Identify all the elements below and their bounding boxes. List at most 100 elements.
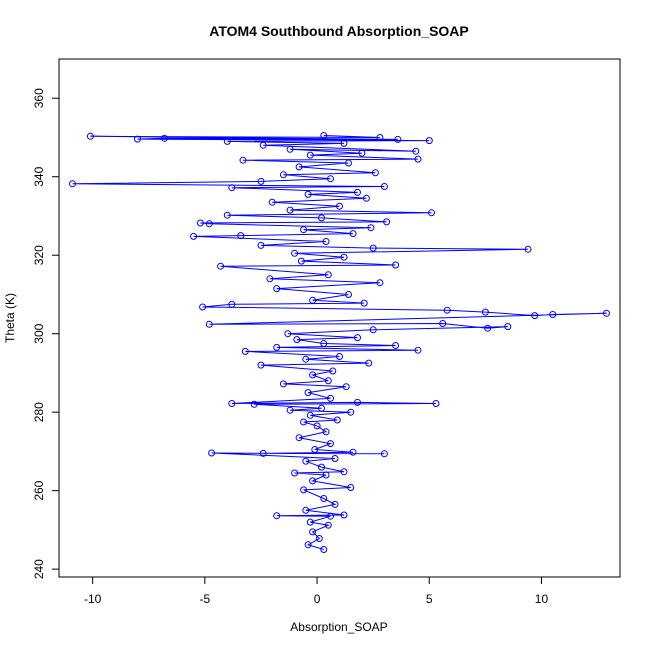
data-point	[349, 448, 357, 456]
data-point	[309, 528, 317, 536]
data-point	[380, 450, 388, 458]
y-tick-label: 360	[32, 88, 46, 108]
data-point	[365, 359, 373, 367]
series-layer	[69, 132, 610, 553]
data-point	[309, 477, 317, 485]
data-point	[524, 245, 532, 253]
data-point	[217, 262, 225, 270]
data-point	[342, 383, 350, 391]
data-point	[306, 411, 314, 419]
data-point	[320, 340, 328, 347]
data-point	[324, 271, 332, 279]
y-axis-label: Theta (K)	[3, 293, 17, 343]
data-point	[376, 134, 384, 141]
data-point	[318, 214, 325, 222]
data-point	[414, 155, 422, 163]
data-point	[354, 398, 361, 406]
data-point	[208, 449, 216, 457]
data-point	[300, 226, 308, 234]
data-point	[199, 303, 207, 311]
data-point	[549, 311, 557, 318]
data-point	[241, 347, 249, 355]
data-point	[86, 132, 94, 140]
data-point	[324, 377, 332, 385]
data-point	[196, 219, 204, 227]
y-tick-label: 240	[32, 559, 46, 579]
data-point	[322, 428, 330, 436]
data-point	[347, 484, 355, 491]
data-point	[345, 159, 352, 167]
data-point	[327, 512, 334, 520]
x-tick-label: -5	[200, 592, 211, 606]
data-point	[309, 371, 317, 379]
data-point	[309, 296, 317, 304]
y-tick-label: 340	[32, 166, 46, 186]
data-point	[324, 521, 332, 529]
chart-title: ATOM4 Southbound Absorption_SOAP	[209, 23, 469, 39]
data-point	[345, 291, 352, 298]
data-point	[340, 253, 348, 261]
x-tick-label: 5	[426, 592, 433, 606]
data-point	[190, 232, 198, 240]
data-point	[531, 312, 539, 320]
data-point	[205, 320, 213, 328]
data-point	[284, 330, 292, 338]
data-point	[311, 446, 319, 453]
x-axis: -10 -5 0 5 10	[84, 576, 549, 606]
x-axis-label: Absorption_SOAP	[290, 620, 387, 634]
data-point	[161, 134, 168, 142]
data-point	[392, 261, 400, 269]
data-point	[383, 218, 391, 226]
data-point	[412, 147, 420, 155]
data-point	[322, 471, 330, 479]
data-point	[414, 346, 422, 354]
data-point	[237, 232, 245, 240]
data-point	[327, 175, 334, 183]
data-point	[315, 535, 323, 542]
data-point	[291, 469, 299, 477]
data-point	[69, 180, 76, 188]
data-point	[425, 137, 433, 145]
data-point	[257, 177, 265, 185]
data-point	[228, 300, 236, 308]
y-tick-label: 260	[32, 480, 46, 500]
y-tick-label: 320	[32, 245, 46, 265]
data-point	[228, 184, 236, 192]
data-point	[331, 455, 339, 462]
data-point	[394, 135, 402, 143]
data-point	[295, 163, 303, 171]
data-point	[392, 342, 400, 349]
data-point	[223, 137, 231, 145]
data-point	[336, 202, 343, 210]
data-point	[293, 336, 301, 344]
data-point	[300, 486, 308, 494]
data-point	[320, 546, 328, 553]
data-point	[297, 257, 305, 265]
y-axis: 240 260 280 300 320 340 360	[32, 88, 60, 579]
data-point	[257, 241, 265, 249]
data-point	[304, 190, 312, 198]
x-tick-label: 10	[535, 592, 549, 606]
data-point	[371, 169, 379, 177]
data-point	[329, 367, 337, 375]
data-point	[286, 145, 294, 153]
data-point	[223, 211, 231, 219]
data-point	[250, 400, 258, 408]
x-tick-label: -10	[84, 592, 102, 606]
data-point	[228, 400, 236, 407]
data-point	[354, 334, 361, 342]
data-point	[286, 406, 294, 414]
data-point	[380, 183, 388, 190]
data-point	[273, 285, 281, 293]
data-point	[428, 209, 435, 217]
data-point	[347, 408, 355, 416]
data-point	[320, 495, 328, 502]
data-point	[302, 506, 310, 514]
data-point	[432, 400, 440, 407]
data-point	[205, 220, 213, 228]
data-point	[484, 324, 492, 332]
data-point	[504, 323, 512, 331]
y-tick-label: 280	[32, 402, 46, 422]
